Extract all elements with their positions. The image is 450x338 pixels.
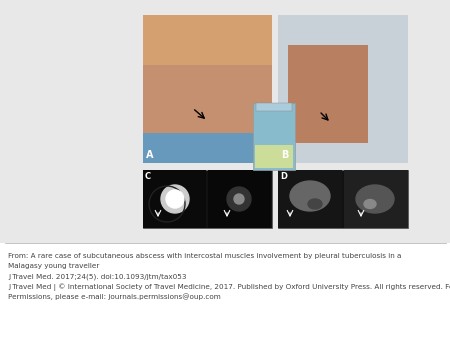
Bar (278, 170, 408, 228)
Bar (278, 15, 408, 163)
Bar (255, 145, 293, 168)
Ellipse shape (356, 185, 394, 213)
Bar (256, 103, 292, 111)
Bar (143, 15, 272, 163)
Text: A: A (146, 150, 153, 160)
Text: J Travel Med | © International Society of Travel Medicine, 2017. Published by Ox: J Travel Med | © International Society o… (8, 283, 450, 291)
Bar (0, 243, 450, 338)
Ellipse shape (364, 199, 376, 209)
Text: B: B (281, 150, 288, 160)
Bar (253, 103, 295, 170)
Circle shape (234, 194, 244, 204)
Bar (208, 170, 271, 228)
Text: C: C (145, 172, 151, 181)
Text: Permissions, please e-mail: journals.permissions@oup.com: Permissions, please e-mail: journals.per… (8, 293, 221, 300)
Text: J Travel Med. 2017;24(5). doi:10.1093/jtm/tax053: J Travel Med. 2017;24(5). doi:10.1093/jt… (8, 273, 186, 280)
Bar (143, 170, 272, 228)
Text: From: A rare case of subcutaneous abscess with intercostal muscles involvement b: From: A rare case of subcutaneous absces… (8, 253, 401, 259)
Text: D: D (280, 172, 287, 181)
Bar (143, 170, 206, 228)
Bar (143, 15, 272, 65)
Circle shape (161, 185, 189, 213)
Text: Malagasy young traveller: Malagasy young traveller (8, 263, 99, 269)
Bar (143, 133, 272, 163)
Bar (344, 170, 408, 228)
Circle shape (166, 190, 184, 208)
Bar (288, 45, 368, 143)
Ellipse shape (308, 199, 322, 209)
Bar (278, 170, 342, 228)
Bar (0, 0, 450, 243)
Circle shape (227, 187, 251, 211)
Ellipse shape (290, 181, 330, 211)
